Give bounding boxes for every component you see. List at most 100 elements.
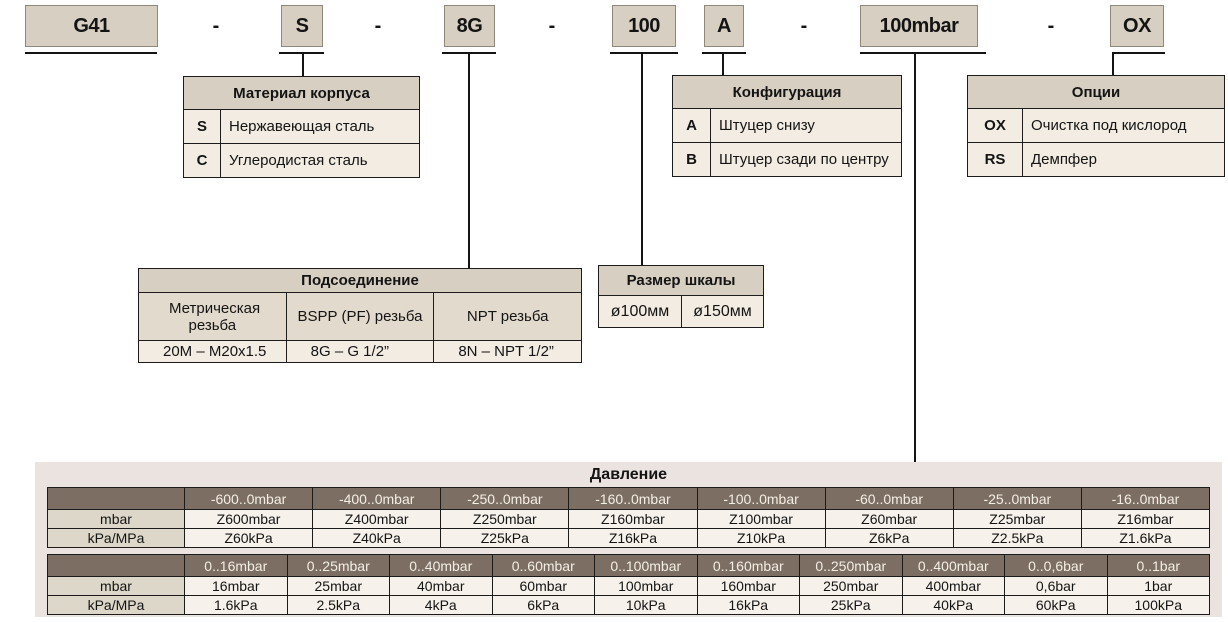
pressure-mbar-cell: 40mbar xyxy=(389,576,493,596)
connection-column-header: Метрическая резьба xyxy=(138,292,287,341)
scale-size-value: ø150мм xyxy=(681,295,764,328)
pressure-kpa-cell: 1.6kPa xyxy=(184,595,288,615)
scale-size-value: ø100мм xyxy=(598,295,682,328)
pressure-range-cell: 0..0,6bar xyxy=(1004,554,1108,577)
table-row: OX Очистка под кислород xyxy=(967,108,1225,143)
pressure-mbar-row: mbar Z600mbar Z400mbar Z250mbar Z160mbar Z10… xyxy=(47,509,1211,529)
connection-value: 20M – M20x1.5 xyxy=(138,340,287,363)
pressure-range-cell: -250..0mbar xyxy=(440,487,570,510)
pressure-kpa-cell: 10kPa xyxy=(594,595,698,615)
underline xyxy=(610,52,678,54)
connection-column-header: BSPP (PF) резьба xyxy=(285,292,435,341)
pressure-mbar-cell: Z400mbar xyxy=(312,509,442,529)
code-box-series: G41 xyxy=(25,5,158,47)
pressure-kpa-cell: Z1.6kPa xyxy=(1080,528,1211,548)
pressure-table-vacuum: -600..0mbar -400..0mbar -250..0mbar -160..0… xyxy=(47,487,1211,548)
pressure-mbar-cell: 400mbar xyxy=(901,576,1005,596)
pressure-mbar-cell: 60mbar xyxy=(491,576,595,596)
pressure-kpa-cell: Z60kPa xyxy=(183,528,314,548)
pressure-range-cell: 0..100mbar xyxy=(594,554,698,577)
pressure-kpa-cell: 4kPa xyxy=(389,595,493,615)
pressure-mbar-cell: 0,6bar xyxy=(1004,576,1108,596)
pressure-mbar-cell: 16mbar xyxy=(184,576,288,596)
material-code: C xyxy=(183,143,221,178)
code-box-material: S xyxy=(281,5,323,47)
connection-table: Подсоединение Метрическая резьба BSPP (P… xyxy=(138,268,582,363)
options-table: Опции OX Очистка под кислород RS Демпфер xyxy=(967,75,1225,177)
pressure-kpa-cell: 60kPa xyxy=(1004,595,1108,615)
row-label: kPa/MPa xyxy=(47,528,185,548)
pressure-kpa-cell: 25kPa xyxy=(799,595,903,615)
connector-line xyxy=(302,54,304,76)
options-code: OX xyxy=(967,108,1023,143)
material-label: Нержавеющая сталь xyxy=(220,109,420,144)
pressure-mbar-cell: Z250mbar xyxy=(440,509,570,529)
table-title-row: Конфигурация xyxy=(672,75,902,109)
pressure-range-cell: 0..1bar xyxy=(1106,554,1210,577)
pressure-mbar-cell: 250mbar xyxy=(799,576,903,596)
separator-dash: - xyxy=(1047,14,1055,37)
table-row: ø100мм ø150мм xyxy=(598,295,764,328)
table-row: A Штуцер снизу xyxy=(672,108,902,143)
pressure-kpa-cell: Z6kPa xyxy=(824,528,954,548)
pressure-range-cell: -400..0mbar xyxy=(312,487,442,510)
code-box-configuration: A xyxy=(704,5,744,47)
pressure-mbar-cell: Z600mbar xyxy=(183,509,314,529)
separator-dash: - xyxy=(374,14,382,37)
options-table-title: Опции xyxy=(967,75,1225,109)
connection-value: 8N – NPT 1/2” xyxy=(433,340,582,363)
connection-column-header: NPT резьба xyxy=(433,292,582,341)
table-row: C Углеродистая сталь xyxy=(183,143,420,178)
underline xyxy=(442,52,496,54)
pressure-kpa-cell: Z10kPa xyxy=(696,528,826,548)
configuration-table: Конфигурация A Штуцер снизу B Штуцер сза… xyxy=(672,75,902,177)
table-title-row: Подсоединение xyxy=(138,268,582,293)
underline xyxy=(860,52,986,54)
table-header-row: Метрическая резьба BSPP (PF) резьба NPT … xyxy=(138,292,582,341)
pressure-range-cell: 0..250mbar xyxy=(799,554,903,577)
configuration-code: B xyxy=(672,142,711,177)
separator-dash: - xyxy=(800,14,808,37)
pressure-table-positive: 0..16mbar 0..25mbar 0..40mbar 0..60mbar 0..1… xyxy=(47,554,1210,615)
separator-dash: - xyxy=(212,14,220,37)
configuration-label: Штуцер снизу xyxy=(710,108,902,143)
pressure-kpa-cell: Z16kPa xyxy=(568,528,698,548)
pressure-mbar-cell: 160mbar xyxy=(696,576,800,596)
underline xyxy=(702,52,746,54)
connector-line xyxy=(914,54,916,462)
separator-dash: - xyxy=(548,14,556,37)
code-box-connection: 8G xyxy=(444,5,495,47)
connection-table-title: Подсоединение xyxy=(138,268,582,293)
pressure-mbar-cell: Z60mbar xyxy=(824,509,954,529)
pressure-mbar-cell: Z100mbar xyxy=(696,509,826,529)
material-code: S xyxy=(183,109,221,144)
table-row: 20M – M20x1.5 8G – G 1/2” 8N – NPT 1/2” xyxy=(138,340,582,363)
options-label: Очистка под кислород xyxy=(1022,108,1225,143)
pressure-range-cell: -160..0mbar xyxy=(568,487,698,510)
configuration-label: Штуцер сзади по центру xyxy=(710,142,902,177)
connector-line xyxy=(722,54,724,75)
pressure-kpa-cell: 16kPa xyxy=(696,595,800,615)
scale-size-table-title: Размер шкалы xyxy=(598,265,764,296)
configuration-table-title: Конфигурация xyxy=(672,75,902,109)
pressure-kpa-row: kPa/MPa 1.6kPa 2.5kPa 4kPa 6kPa 10kPa 16kPa 25… xyxy=(47,595,1210,615)
underline xyxy=(1112,52,1165,54)
pressure-range-cell: 0..160mbar xyxy=(696,554,800,577)
underline xyxy=(279,52,324,54)
pressure-kpa-cell: Z40kPa xyxy=(312,528,442,548)
connector-line xyxy=(468,54,470,268)
pressure-kpa-cell: 2.5kPa xyxy=(286,595,390,615)
material-label: Углеродистая сталь xyxy=(220,143,420,178)
connector-line xyxy=(641,54,643,265)
table-row: B Штуцер сзади по центру xyxy=(672,142,902,177)
scale-size-table: Размер шкалы ø100мм ø150мм xyxy=(598,265,764,328)
pressure-range-cell: -100..0mbar xyxy=(696,487,826,510)
table-title-row: Опции xyxy=(967,75,1225,109)
pressure-mbar-cell: 25mbar xyxy=(286,576,390,596)
pressure-range-cell: -600..0mbar xyxy=(183,487,314,510)
pressure-panel-title: Давление xyxy=(589,466,668,483)
pressure-range-cell: -60..0mbar xyxy=(824,487,954,510)
table-row: S Нержавеющая сталь xyxy=(183,109,420,144)
pressure-range-cell: 0..400mbar xyxy=(901,554,1005,577)
